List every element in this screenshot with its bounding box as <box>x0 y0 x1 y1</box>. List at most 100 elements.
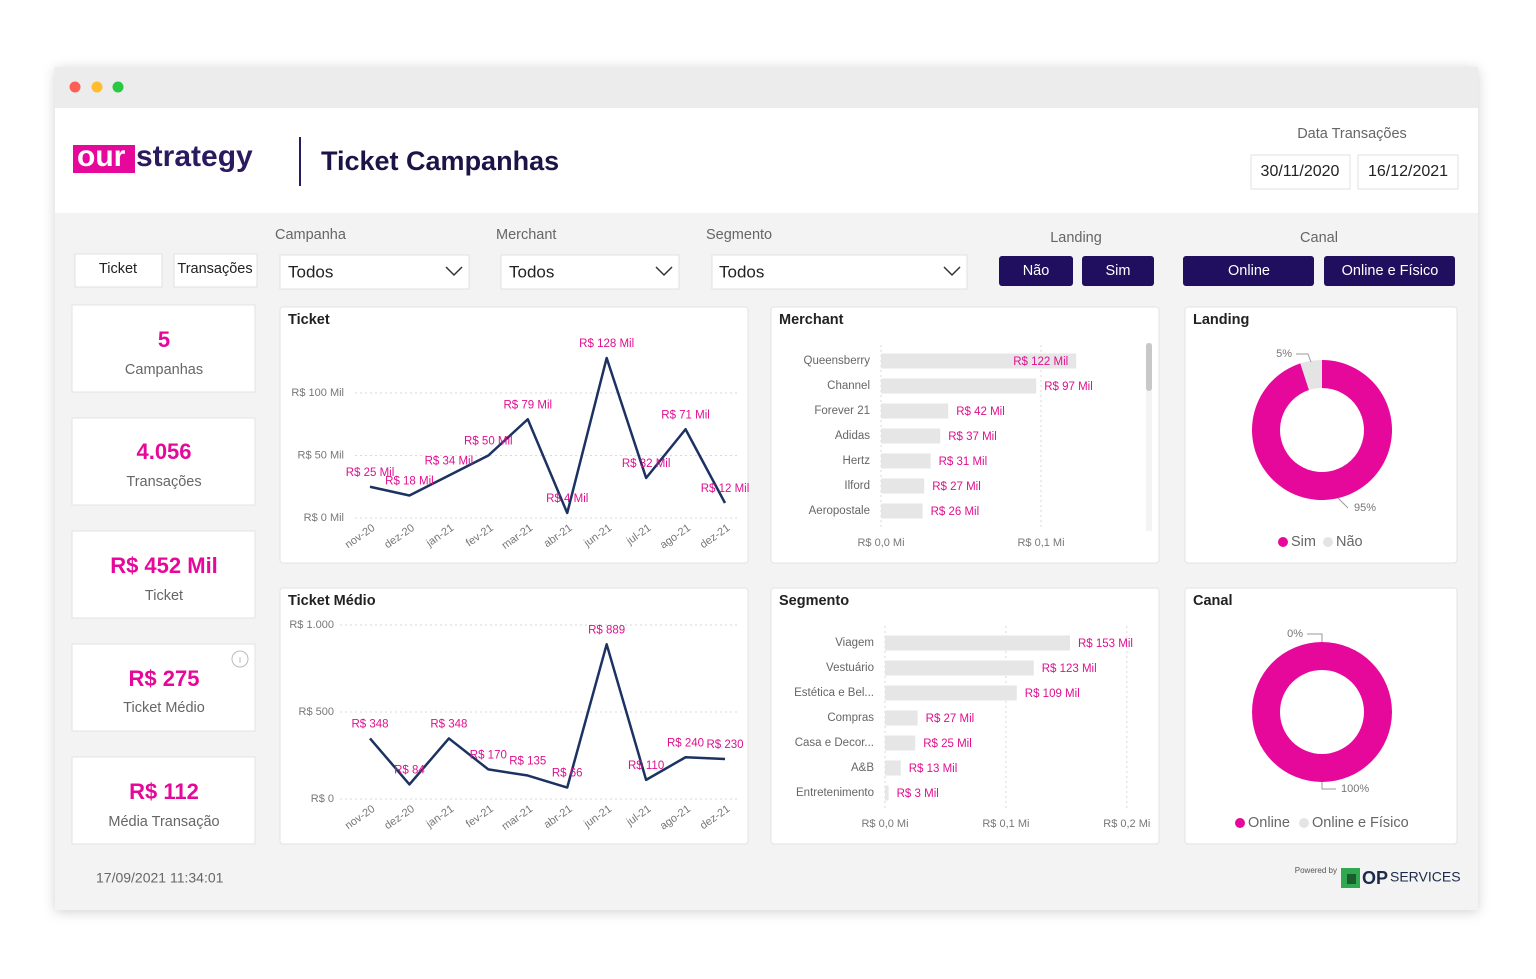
data-label: R$ 135 <box>509 756 546 768</box>
data-label: R$ 37 Mil <box>948 431 997 443</box>
x-tick-label: R$ 0,1 Mi <box>982 818 1029 830</box>
leader-line <box>1321 782 1336 790</box>
category-label: Ilford <box>844 480 870 492</box>
date-end: 16/12/2021 <box>1368 163 1448 180</box>
category-label: Entretenimento <box>796 787 874 799</box>
toggle-button[interactable] <box>1183 256 1314 286</box>
date-end-box[interactable] <box>1357 154 1459 190</box>
bar <box>881 453 931 469</box>
bar <box>885 735 916 751</box>
donut-slice <box>1251 360 1392 500</box>
leader-line <box>1337 497 1349 509</box>
dropdown[interactable] <box>279 254 470 290</box>
chart-title: Segmento <box>779 593 849 609</box>
donut-slice <box>1300 360 1322 391</box>
data-label: R$ 32 Mil <box>622 458 671 470</box>
y-tick-label: R$ 0 Mil <box>304 512 344 524</box>
category-label: Vestuário <box>826 662 874 674</box>
kpi-label: Ticket <box>145 588 183 604</box>
dropdown[interactable] <box>500 254 680 290</box>
data-label: R$ 26 Mil <box>931 506 980 518</box>
toggle-button[interactable] <box>1082 256 1154 286</box>
logo-box <box>73 145 135 173</box>
tab-label: Transações <box>177 261 252 277</box>
legend-dot <box>1299 818 1309 828</box>
bar <box>885 635 1070 651</box>
category-label: Viagem <box>835 637 874 649</box>
timestamp: 17/09/2021 11:34:01 <box>96 870 224 886</box>
data-label: R$ 348 <box>351 718 388 730</box>
data-label: R$ 128 Mil <box>579 338 634 350</box>
chart-card <box>1184 587 1458 845</box>
tab-label: Ticket <box>99 261 137 277</box>
y-tick-label: R$ 100 Mil <box>291 387 344 399</box>
date-start-box[interactable] <box>1250 154 1351 190</box>
dropdown[interactable] <box>711 254 968 290</box>
toggle-button[interactable] <box>1324 256 1455 286</box>
category-label: Estética e Bel... <box>794 687 874 699</box>
data-label: R$ 110 <box>628 760 664 772</box>
data-label: R$ 170 <box>470 749 507 761</box>
toggle-label: Canal <box>1300 230 1338 246</box>
chevron <box>655 266 673 277</box>
data-label: R$ 123 Mil <box>1042 663 1097 675</box>
logo-highlight: our <box>77 140 126 173</box>
scroll-thumb <box>1146 343 1152 391</box>
data-label: 5% <box>1276 348 1292 360</box>
bar <box>881 503 923 519</box>
data-label: R$ 4 Mil <box>546 493 588 505</box>
legend-dot <box>1235 818 1245 828</box>
bar <box>881 428 941 444</box>
leader-line <box>1296 353 1312 363</box>
data-label: 0% <box>1287 628 1303 640</box>
data-label: R$ 240 <box>667 737 704 749</box>
legend-label: Online e Físico <box>1312 815 1409 831</box>
scroll-track <box>1146 343 1152 531</box>
chart-card <box>1184 306 1458 564</box>
category-label: Aeropostale <box>809 505 870 517</box>
legend-label: Sim <box>1291 534 1316 550</box>
bar <box>885 785 889 801</box>
tab[interactable] <box>74 253 163 288</box>
dropdown-value: Todos <box>288 262 333 281</box>
line <box>369 356 727 515</box>
chart-title: Ticket Médio <box>288 593 376 609</box>
info-icon[interactable] <box>231 650 249 668</box>
data-label: R$ 122 Mil <box>1013 356 1068 368</box>
category-label: Hertz <box>843 455 871 467</box>
data-label: 95% <box>1354 502 1376 514</box>
data-label: R$ 230 <box>706 739 743 751</box>
leader-line <box>1307 633 1323 642</box>
kpi-label: Transações <box>126 474 201 490</box>
x-tick-label: R$ 0,0 Mi <box>857 537 904 549</box>
close-dot[interactable] <box>69 81 81 93</box>
legend-label: Online <box>1248 815 1290 831</box>
minimize-dot[interactable] <box>91 81 103 93</box>
brand-rest: SERVICES <box>1390 869 1461 885</box>
bar <box>881 478 925 494</box>
powered-by: Powered by <box>1295 866 1337 875</box>
data-label: R$ 889 <box>588 624 625 636</box>
kpi-card <box>71 756 256 845</box>
data-label: R$ 12 Mil <box>701 483 750 495</box>
maximize-dot[interactable] <box>112 81 124 93</box>
filter-label: Merchant <box>496 227 556 243</box>
date-label: Data Transações <box>1297 126 1407 142</box>
kpi-value: 4.056 <box>136 439 191 464</box>
kpi-label: Ticket Médio <box>123 700 205 716</box>
data-label: R$ 71 Mil <box>661 409 710 421</box>
kpi-value: 5 <box>158 327 170 352</box>
chart-title: Canal <box>1193 593 1233 609</box>
kpi-card <box>71 417 256 506</box>
category-label: Channel <box>827 380 870 392</box>
bar <box>881 403 949 419</box>
y-tick-label: R$ 50 Mil <box>298 449 344 461</box>
data-label: R$ 25 Mil <box>923 738 972 750</box>
category-label: Compras <box>827 712 874 724</box>
chart-card <box>279 587 749 845</box>
tab[interactable] <box>173 253 258 288</box>
chart-card <box>279 306 749 564</box>
legend-dot <box>1323 537 1333 547</box>
toggle-button[interactable] <box>999 256 1073 286</box>
